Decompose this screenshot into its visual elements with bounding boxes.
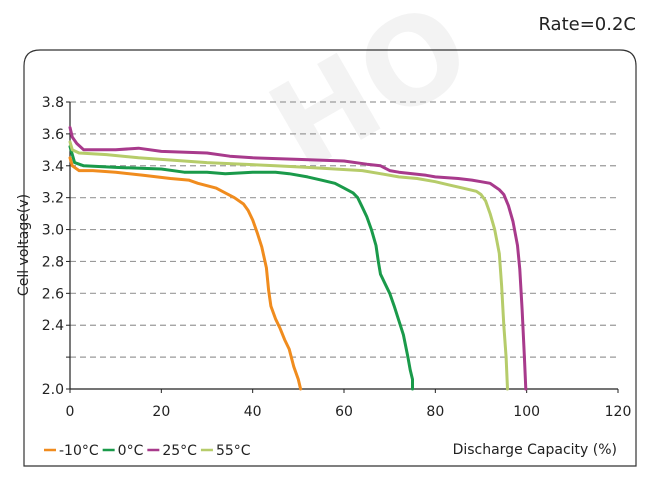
series-line-3 (68, 140, 509, 391)
legend-label: 55°C (216, 443, 251, 459)
series-line-1 (68, 145, 414, 391)
x-tick-label: 40 (244, 404, 262, 420)
y-tick-label: 3.0 (42, 223, 64, 239)
y-tick-label: 2.4 (42, 318, 64, 334)
x-tick-label: 20 (152, 404, 170, 420)
legend-label: 25°C (162, 443, 197, 459)
rate-label: Rate=0.2C (538, 14, 636, 35)
y-tick-label: 2.8 (42, 254, 64, 270)
watermark: HO (248, 0, 493, 198)
y-axis-title: Cell voltage(v) (16, 194, 32, 296)
legend-label: 0°C (118, 443, 144, 459)
x-tick-label: 100 (513, 404, 540, 420)
grid-lines (70, 101, 618, 358)
legend-label: -10°C (59, 443, 99, 459)
y-tick-label: 3.8 (42, 95, 64, 111)
series-line-0 (68, 156, 303, 391)
x-tick-label: 0 (66, 404, 75, 420)
x-tick-label: 60 (335, 404, 353, 420)
x-tick-label: 80 (426, 404, 444, 420)
y-tick-label: 2.6 (42, 286, 64, 302)
legend: -10°C 0°C 25°C 55°C (44, 443, 251, 459)
series-line-2 (68, 126, 528, 391)
chart-frame (23, 49, 637, 467)
y-tick-label: 3.2 (42, 191, 64, 207)
y-tick-label: 3.4 (42, 159, 64, 175)
series-lines (68, 126, 528, 391)
x-axis-title: Discharge Capacity (%) (453, 442, 617, 458)
y-tick-labels: 2.0 2.4 2.6 2.8 3.0 3.2 3.4 3.6 3.8 (42, 95, 64, 398)
x-tick-label: 120 (605, 404, 632, 420)
y-tick-label: 3.6 (42, 127, 64, 143)
y-tick-label: 2.0 (42, 382, 64, 398)
x-tick-labels: 0 20 40 60 80 100 120 (66, 404, 632, 420)
